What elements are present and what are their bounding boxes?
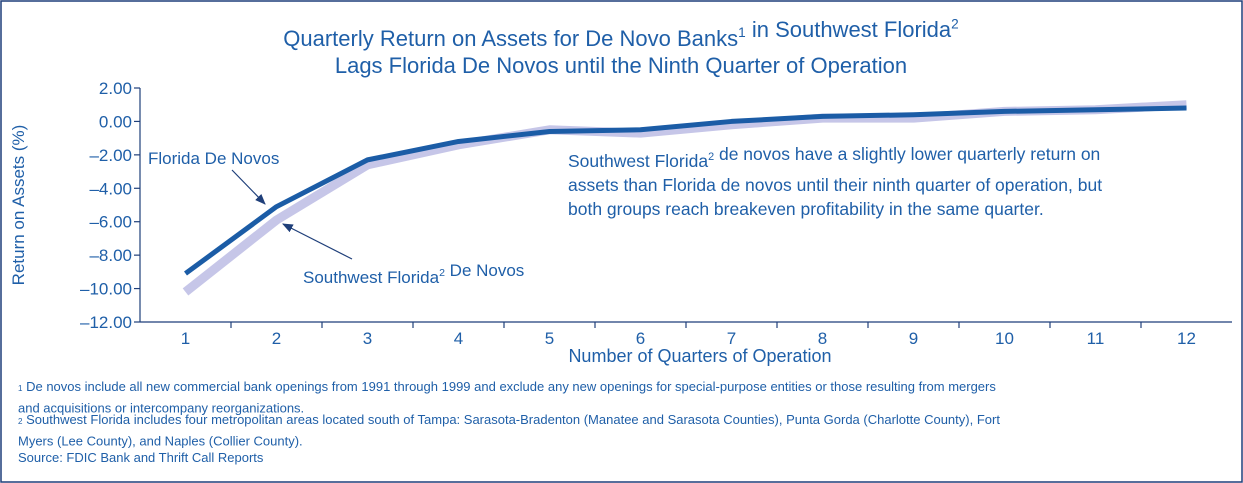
annotation-part: assets than Florida de novos until their… [568, 175, 1102, 195]
arrow [282, 223, 353, 260]
x-tick-label: 9 [909, 329, 918, 348]
chart-title-part: Quarterly Return on Assets for De Novo B… [283, 26, 738, 51]
series-label-part: Southwest Florida [303, 268, 440, 287]
annotation: Southwest Florida2 de novos have a sligh… [568, 144, 1100, 171]
footnote: 2 Southwest Florida includes four metrop… [18, 412, 1000, 427]
x-axis-label: Number of Quarters of Operation [568, 346, 831, 366]
x-tick-label: 11 [1087, 329, 1105, 348]
y-tick-label: 0.00 [99, 112, 132, 131]
annotation: both groups reach breakeven profitabilit… [568, 199, 1044, 219]
line-series [184, 105, 1187, 276]
superscript: 2 [439, 267, 445, 279]
y-tick-label: –6.00 [89, 213, 132, 232]
series-label-part: De Novos [445, 261, 524, 280]
arrow [231, 169, 266, 205]
x-tick-label: 10 [995, 329, 1014, 348]
chart-title-part: in Southwest Florida [746, 17, 952, 42]
y-tick-label: –4.00 [89, 179, 132, 198]
x-tick-label: 7 [727, 329, 736, 348]
annotation-part: Southwest Florida [568, 151, 708, 171]
superscript: 2 [708, 151, 714, 163]
series-label-part: Florida De Novos [148, 149, 279, 168]
x-tick-label: 4 [454, 329, 463, 348]
x-tick-label: 3 [363, 329, 372, 348]
x-tick-label: 12 [1177, 329, 1196, 348]
footnote-part: and acquisitions or intercompany reorgan… [18, 401, 304, 416]
footnote-part: De novos include all new commercial bank… [22, 379, 996, 394]
footnote-part: Myers (Lee County), and Naples (Collier … [18, 434, 303, 449]
footnote: and acquisitions or intercompany reorgan… [18, 401, 304, 416]
y-tick-label: –2.00 [89, 146, 132, 165]
y-axis-label: Return on Assets (%) [9, 125, 28, 286]
y-tick-label: 2.00 [99, 79, 132, 98]
chart-title-part: Lags Florida De Novos until the Ninth Qu… [335, 53, 907, 78]
y-tick-label: –12.00 [80, 313, 132, 332]
x-tick-label: 6 [636, 329, 645, 348]
y-tick-label: –8.00 [89, 246, 132, 265]
footnote: Myers (Lee County), and Naples (Collier … [18, 434, 303, 449]
footnote-part: Source: FDIC Bank and Thrift Call Report… [18, 450, 264, 465]
superscript: 2 [18, 417, 23, 426]
chart-title: Quarterly Return on Assets for De Novo B… [283, 16, 958, 51]
x-tick-label: 2 [272, 329, 281, 348]
footnote-part: Southwest Florida includes four metropol… [22, 412, 1000, 427]
x-tick-label: 8 [818, 329, 827, 348]
annotation-part: both groups reach breakeven profitabilit… [568, 199, 1044, 219]
annotation: assets than Florida de novos until their… [568, 175, 1102, 195]
series-label: Florida De Novos [148, 149, 279, 168]
footnote: Source: FDIC Bank and Thrift Call Report… [18, 450, 264, 465]
chart-title: Lags Florida De Novos until the Ninth Qu… [335, 53, 907, 78]
annotation-part: de novos have a slightly lower quarterly… [714, 144, 1100, 164]
superscript: 1 [738, 25, 746, 40]
superscript: 2 [951, 16, 959, 31]
x-tick-label: 5 [545, 329, 554, 348]
footnote: 1 De novos include all new commercial ba… [18, 379, 996, 394]
x-tick-label: 1 [181, 329, 190, 348]
series-label: Southwest Florida2 De Novos [303, 261, 524, 287]
superscript: 1 [18, 384, 23, 393]
y-tick-label: –10.00 [80, 280, 132, 299]
